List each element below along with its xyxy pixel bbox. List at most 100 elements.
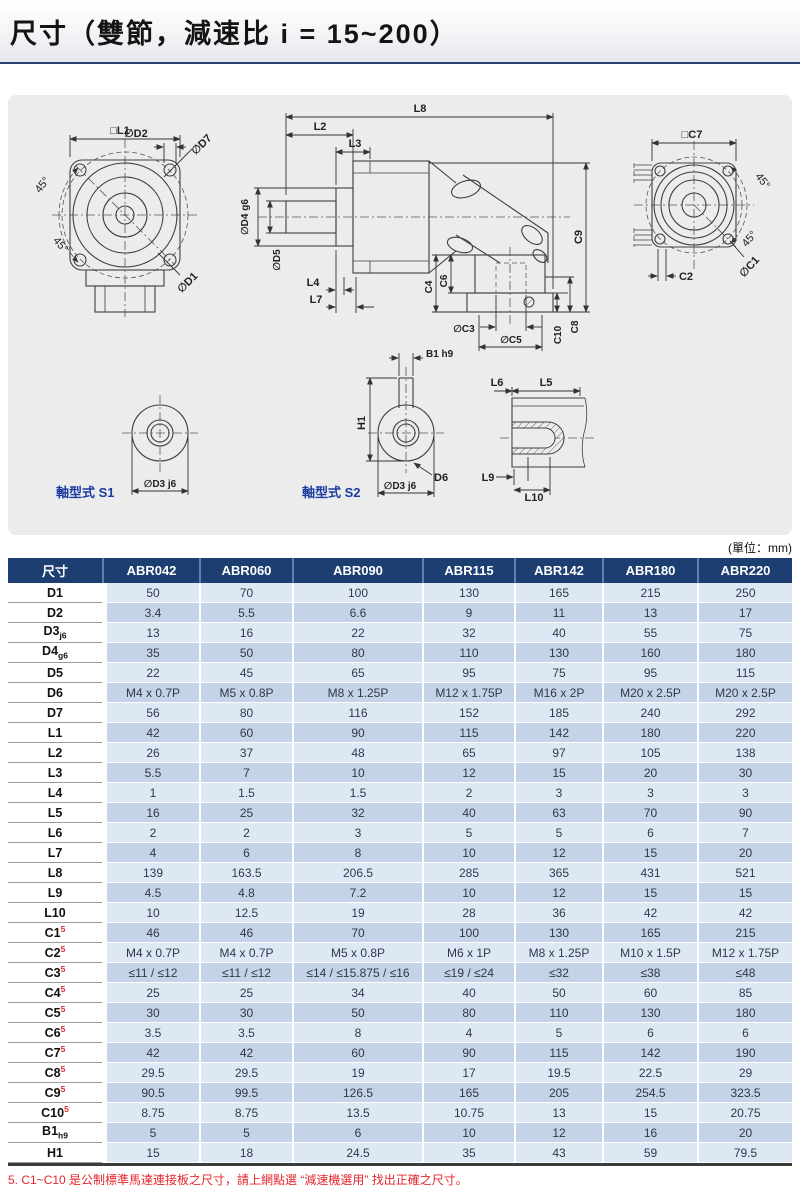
column-header-model: ABR180 (602, 558, 697, 583)
dimension-value: 15 (602, 843, 697, 863)
dim-label-d3-s1: ∅D3 j6 (144, 479, 177, 490)
dim-label-d3-s2: ∅D3 j6 (384, 481, 417, 492)
dimension-value: 180 (697, 643, 792, 663)
dimension-value: 42 (102, 723, 199, 743)
dimension-value: 42 (602, 903, 697, 923)
row-label: D5 (8, 663, 102, 683)
dimension-value: 292 (697, 703, 792, 723)
dimension-value: 8 (292, 843, 422, 863)
table-row: C95 90.5 99.5 126.5 165 205 254.5 323.5 (8, 1083, 792, 1103)
table-row: C25 M4 x 0.7P M4 x 0.7P M5 x 0.8P M6 x 1P M8 … (8, 943, 792, 963)
dimension-value: 2 (102, 823, 199, 843)
dimension-value: 42 (102, 1043, 199, 1063)
dim-label-c7: □C7 (682, 129, 703, 141)
row-label: L2 (8, 743, 102, 763)
table-row: L10 10 12.5 19 28 36 42 42 (8, 903, 792, 923)
dimension-value: 2 (422, 783, 514, 803)
table-row: C35 ≤11 / ≤12 ≤11 / ≤12 ≤14 / ≤15.875 / ≤16… (8, 963, 792, 983)
dimension-value: 1.5 (292, 783, 422, 803)
dimension-value: 10.75 (422, 1103, 514, 1123)
table-row: L5 16 25 32 40 63 70 90 (8, 803, 792, 823)
table-row: L4 1 1.5 1.5 2 3 3 3 (8, 783, 792, 803)
dimension-value: 60 (292, 1043, 422, 1063)
dimension-value: 29 (697, 1063, 792, 1083)
dimension-value: 4.5 (102, 883, 199, 903)
table-row: L2 26 37 48 65 97 105 138 (8, 743, 792, 763)
dim-label-d7: ∅D7 (189, 132, 214, 157)
dimension-value: 110 (422, 643, 514, 663)
dimension-value: 25 (199, 803, 292, 823)
dimension-value: 95 (602, 663, 697, 683)
dimension-value: 6 (602, 1023, 697, 1043)
dimension-value: 42 (697, 903, 792, 923)
column-header-model: ABR220 (697, 558, 792, 583)
row-label: D3j6 (8, 623, 102, 643)
dim-label-45-rear-lower: 45° (740, 229, 760, 249)
row-label: C35 (8, 963, 102, 983)
column-header-model: ABR142 (514, 558, 602, 583)
dimension-value: 79.5 (697, 1143, 792, 1163)
dimension-value: 11 (514, 603, 602, 623)
dimension-value: 15 (697, 883, 792, 903)
dimension-value: 22 (292, 623, 422, 643)
dimension-value: 28 (422, 903, 514, 923)
dimension-value: 15 (514, 763, 602, 783)
dimension-value: 138 (697, 743, 792, 763)
dimension-value: 190 (697, 1043, 792, 1063)
row-label: C105 (8, 1103, 102, 1123)
dimension-value: 100 (292, 583, 422, 603)
dimension-value: 90 (422, 1043, 514, 1063)
dimension-value: 16 (602, 1123, 697, 1143)
table-row: C15 46 46 70 100 130 165 215 (8, 923, 792, 943)
front-view: □L1 ∅D2 ∅D7 45° 45° ∅D1 (33, 125, 214, 317)
shaft-type-s2-view: H1 B1 h9 D6 ∅D3 j6 軸型式 S2 (302, 349, 454, 500)
table-row: L3 5.5 7 10 12 15 20 30 (8, 763, 792, 783)
dimension-value: 32 (422, 623, 514, 643)
dimension-value: 19 (292, 1063, 422, 1083)
shaft-type-s1-caption: 軸型式 S1 (56, 485, 115, 500)
row-label: C95 (8, 1083, 102, 1103)
dimension-value: ≤11 / ≤12 (199, 963, 292, 983)
dimension-value: 12 (514, 1123, 602, 1143)
row-label: C15 (8, 923, 102, 943)
dimension-value: 50 (292, 1003, 422, 1023)
dimension-value: 100 (422, 923, 514, 943)
dimension-value: 25 (102, 983, 199, 1003)
row-label: L9 (8, 883, 102, 903)
dimension-value: 29.5 (199, 1063, 292, 1083)
dim-label-l4: L4 (307, 277, 321, 289)
dimension-value: 2 (199, 823, 292, 843)
technical-drawing-panel: □L1 ∅D2 ∅D7 45° 45° ∅D1 (8, 95, 792, 535)
dimension-value: 70 (602, 803, 697, 823)
dimension-value: 13.5 (292, 1103, 422, 1123)
dimension-value: 40 (422, 983, 514, 1003)
dimension-value: 5.5 (102, 763, 199, 783)
title-bar: 尺寸（雙節，減速比 i = 15~200） (0, 0, 800, 64)
table-row: C65 3.5 3.5 8 4 5 6 6 (8, 1023, 792, 1043)
dimension-value: 215 (602, 583, 697, 603)
dimension-value: 5 (422, 823, 514, 843)
dimension-value: 10 (422, 1123, 514, 1143)
dimension-value: 9 (422, 603, 514, 623)
dimension-value: 205 (514, 1083, 602, 1103)
dimension-value: 20 (697, 1123, 792, 1143)
dimension-value: 60 (199, 723, 292, 743)
dimension-value: 240 (602, 703, 697, 723)
dimension-value: 56 (102, 703, 199, 723)
dimension-value: 160 (602, 643, 697, 663)
row-label: C65 (8, 1023, 102, 1043)
dimension-value: 35 (102, 643, 199, 663)
table-row: C75 42 42 60 90 115 142 190 (8, 1043, 792, 1063)
dimension-value: 30 (199, 1003, 292, 1023)
dimension-value: 15 (102, 1143, 199, 1163)
dimension-value: 1 (102, 783, 199, 803)
dimension-value: 323.5 (697, 1083, 792, 1103)
dimension-value: 115 (697, 663, 792, 683)
dimension-value: M16 x 2P (514, 683, 602, 703)
dimension-value: 215 (697, 923, 792, 943)
dimension-value: 60 (602, 983, 697, 1003)
dimension-value: 3 (292, 823, 422, 843)
dimension-value: 30 (697, 763, 792, 783)
dimension-value: 126.5 (292, 1083, 422, 1103)
dimension-value: 220 (697, 723, 792, 743)
